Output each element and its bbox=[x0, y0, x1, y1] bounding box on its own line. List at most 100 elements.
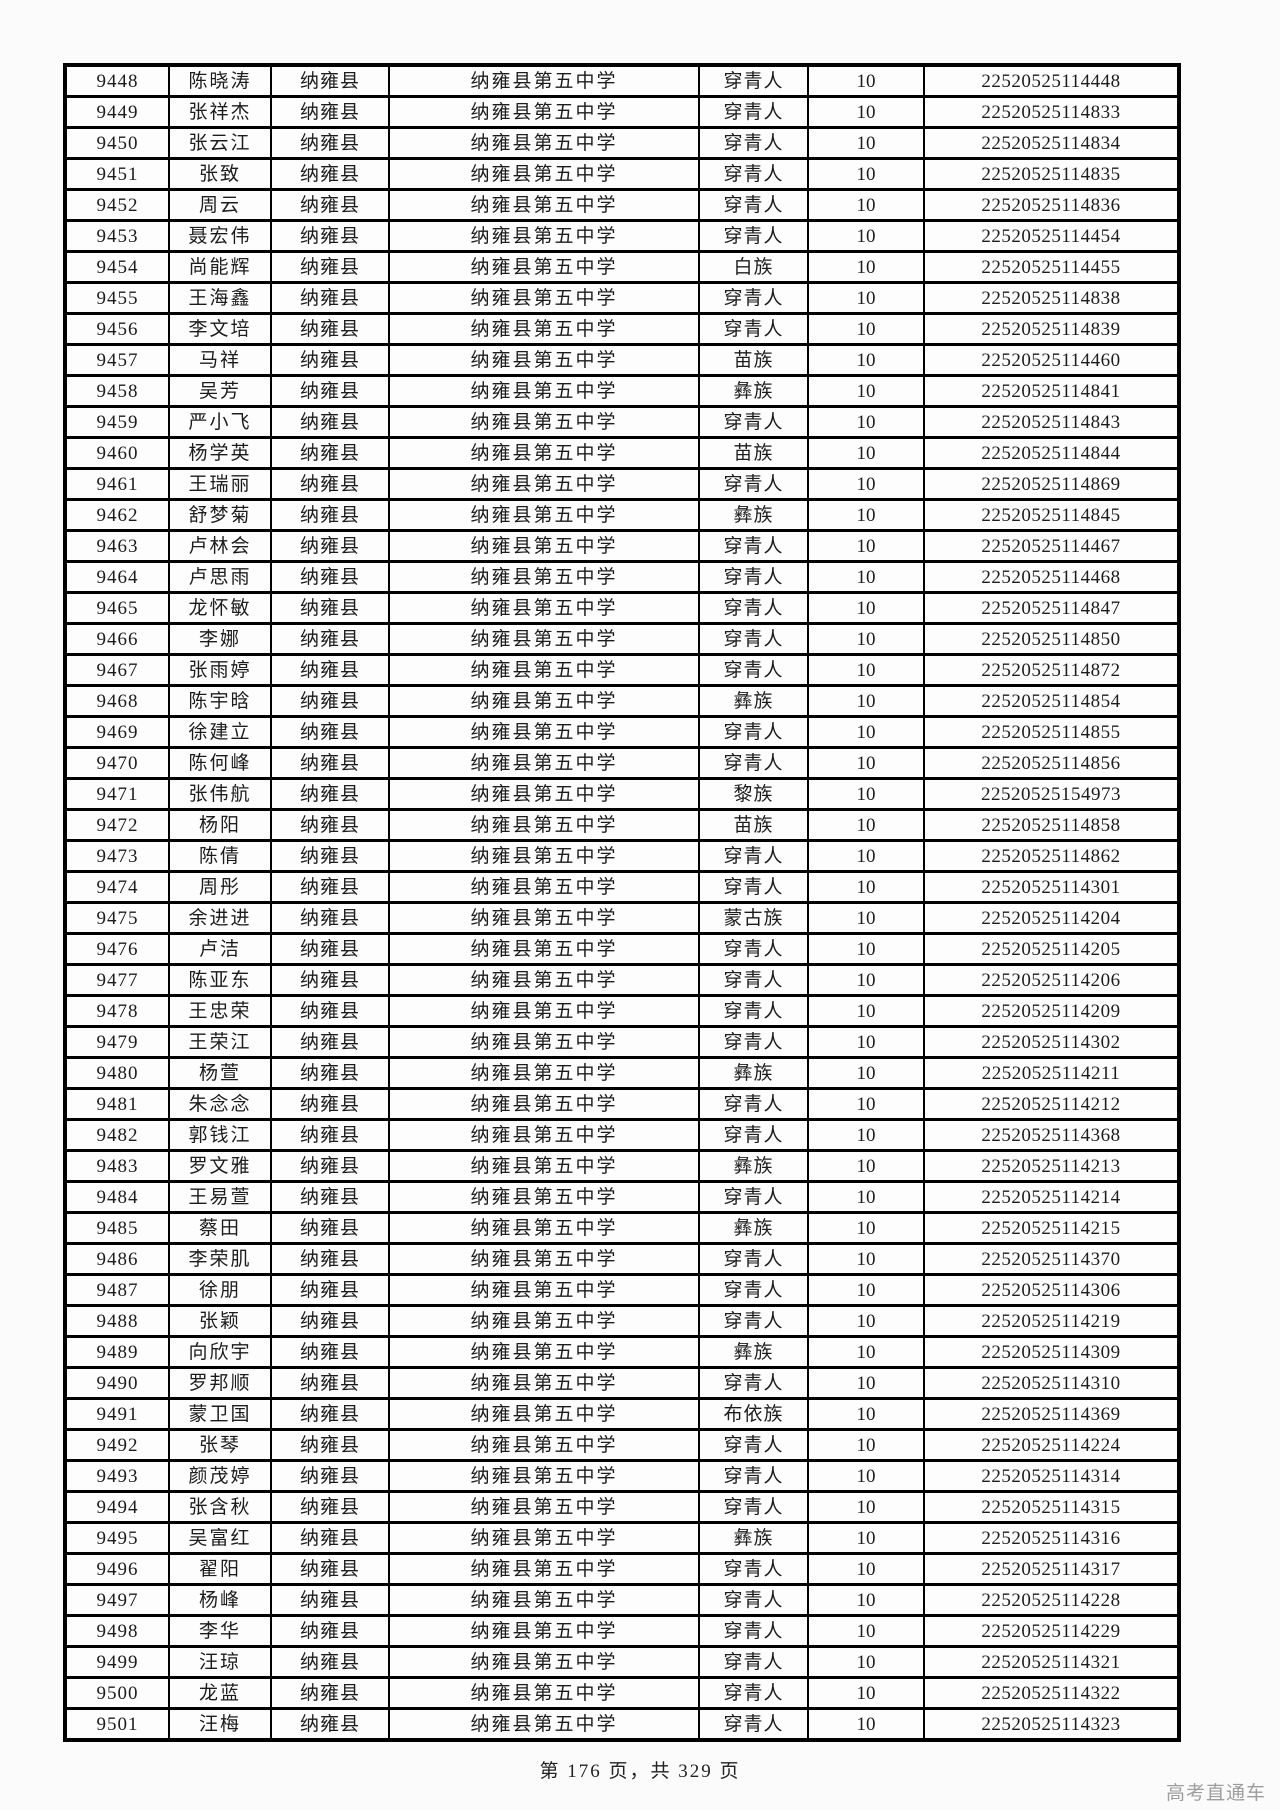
table-row: 9484 王易萱 纳雍县 纳雍县第五中学 穿青人 10 22520525114214 bbox=[64, 1180, 1180, 1214]
table-row: 9486 李荣肌 纳雍县 纳雍县第五中学 穿青人 10 22520525114370 bbox=[64, 1242, 1180, 1276]
cell-school: 纳雍县第五中学 bbox=[388, 374, 700, 408]
cell-school: 纳雍县第五中学 bbox=[388, 126, 700, 160]
cell-exam_code: 22520525114369 bbox=[923, 1397, 1180, 1431]
cell-name: 翟阳 bbox=[168, 1552, 272, 1586]
cell-county: 纳雍县 bbox=[270, 777, 390, 811]
cell-name: 陈何峰 bbox=[168, 746, 272, 780]
cell-county: 纳雍县 bbox=[270, 1583, 390, 1617]
cell-county: 纳雍县 bbox=[270, 1335, 390, 1369]
cell-ethnicity: 穿青人 bbox=[698, 467, 809, 501]
cell-batch: 10 bbox=[807, 1490, 925, 1524]
cell-school: 纳雍县第五中学 bbox=[388, 1025, 700, 1059]
cell-serial: 9484 bbox=[64, 1180, 170, 1214]
table-row: 9477 陈亚东 纳雍县 纳雍县第五中学 穿青人 10 22520525114206 bbox=[64, 963, 1180, 997]
cell-school: 纳雍县第五中学 bbox=[388, 219, 700, 253]
cell-school: 纳雍县第五中学 bbox=[388, 312, 700, 346]
cell-batch: 10 bbox=[807, 715, 925, 749]
cell-exam_code: 22520525114467 bbox=[923, 529, 1180, 563]
cell-batch: 10 bbox=[807, 157, 925, 191]
table-row: 9463 卢林会 纳雍县 纳雍县第五中学 穿青人 10 22520525114467 bbox=[64, 529, 1180, 563]
table-row: 9462 舒梦菊 纳雍县 纳雍县第五中学 彝族 10 22520525114845 bbox=[64, 498, 1180, 532]
cell-ethnicity: 穿青人 bbox=[698, 1242, 809, 1276]
cell-ethnicity: 穿青人 bbox=[698, 1180, 809, 1214]
cell-school: 纳雍县第五中学 bbox=[388, 1304, 700, 1338]
table-row: 9471 张伟航 纳雍县 纳雍县第五中学 黎族 10 22520525154973 bbox=[64, 777, 1180, 811]
table-row: 9454 尚能辉 纳雍县 纳雍县第五中学 白族 10 22520525114455 bbox=[64, 250, 1180, 284]
cell-name: 颜茂婷 bbox=[168, 1459, 272, 1493]
cell-serial: 9475 bbox=[64, 901, 170, 935]
cell-batch: 10 bbox=[807, 746, 925, 780]
cell-batch: 10 bbox=[807, 188, 925, 222]
table-row: 9467 张雨婷 纳雍县 纳雍县第五中学 穿青人 10 22520525114872 bbox=[64, 653, 1180, 687]
cell-ethnicity: 彝族 bbox=[698, 1056, 809, 1090]
cell-ethnicity: 穿青人 bbox=[698, 126, 809, 160]
cell-serial: 9498 bbox=[64, 1614, 170, 1648]
cell-school: 纳雍县第五中学 bbox=[388, 1521, 700, 1555]
table-row: 9451 张致 纳雍县 纳雍县第五中学 穿青人 10 22520525114835 bbox=[64, 157, 1180, 191]
table-row: 9464 卢思雨 纳雍县 纳雍县第五中学 穿青人 10 22520525114468 bbox=[64, 560, 1180, 594]
cell-ethnicity: 彝族 bbox=[698, 1521, 809, 1555]
cell-exam_code: 22520525114834 bbox=[923, 126, 1180, 160]
cell-serial: 9462 bbox=[64, 498, 170, 532]
cell-exam_code: 22520525114213 bbox=[923, 1149, 1180, 1183]
cell-ethnicity: 苗族 bbox=[698, 808, 809, 842]
cell-serial: 9487 bbox=[64, 1273, 170, 1307]
cell-county: 纳雍县 bbox=[270, 1614, 390, 1648]
cell-ethnicity: 彝族 bbox=[698, 1335, 809, 1369]
cell-serial: 9456 bbox=[64, 312, 170, 346]
table-row: 9487 徐朋 纳雍县 纳雍县第五中学 穿青人 10 22520525114306 bbox=[64, 1273, 1180, 1307]
cell-school: 纳雍县第五中学 bbox=[388, 746, 700, 780]
cell-school: 纳雍县第五中学 bbox=[388, 1552, 700, 1586]
cell-name: 聂宏伟 bbox=[168, 219, 272, 253]
cell-name: 陈晓涛 bbox=[168, 63, 272, 98]
cell-school: 纳雍县第五中学 bbox=[388, 1118, 700, 1152]
cell-exam_code: 22520525114836 bbox=[923, 188, 1180, 222]
cell-county: 纳雍县 bbox=[270, 1521, 390, 1555]
cell-county: 纳雍县 bbox=[270, 1366, 390, 1400]
table-row: 9495 吴富红 纳雍县 纳雍县第五中学 彝族 10 22520525114316 bbox=[64, 1521, 1180, 1555]
cell-county: 纳雍县 bbox=[270, 188, 390, 222]
cell-serial: 9481 bbox=[64, 1087, 170, 1121]
cell-county: 纳雍县 bbox=[270, 963, 390, 997]
table-row: 9466 李娜 纳雍县 纳雍县第五中学 穿青人 10 22520525114850 bbox=[64, 622, 1180, 656]
cell-batch: 10 bbox=[807, 1676, 925, 1710]
table-row: 9496 翟阳 纳雍县 纳雍县第五中学 穿青人 10 22520525114317 bbox=[64, 1552, 1180, 1586]
table-row: 9461 王瑞丽 纳雍县 纳雍县第五中学 穿青人 10 22520525114869 bbox=[64, 467, 1180, 501]
table-row: 9465 龙怀敏 纳雍县 纳雍县第五中学 穿青人 10 22520525114847 bbox=[64, 591, 1180, 625]
cell-school: 纳雍县第五中学 bbox=[388, 1428, 700, 1462]
cell-school: 纳雍县第五中学 bbox=[388, 839, 700, 873]
cell-batch: 10 bbox=[807, 436, 925, 470]
cell-county: 纳雍县 bbox=[270, 1397, 390, 1431]
cell-name: 吴芳 bbox=[168, 374, 272, 408]
cell-school: 纳雍县第五中学 bbox=[388, 591, 700, 625]
cell-exam_code: 22520525114206 bbox=[923, 963, 1180, 997]
table-row: 9458 吴芳 纳雍县 纳雍县第五中学 彝族 10 22520525114841 bbox=[64, 374, 1180, 408]
cell-county: 纳雍县 bbox=[270, 1645, 390, 1679]
cell-exam_code: 22520525114224 bbox=[923, 1428, 1180, 1462]
cell-county: 纳雍县 bbox=[270, 157, 390, 191]
cell-school: 纳雍县第五中学 bbox=[388, 622, 700, 656]
cell-name: 吴富红 bbox=[168, 1521, 272, 1555]
cell-school: 纳雍县第五中学 bbox=[388, 1211, 700, 1245]
cell-county: 纳雍县 bbox=[270, 219, 390, 253]
cell-name: 龙怀敏 bbox=[168, 591, 272, 625]
cell-school: 纳雍县第五中学 bbox=[388, 498, 700, 532]
watermark-label: 高考直通车 bbox=[1165, 1783, 1266, 1804]
cell-exam_code: 22520525114306 bbox=[923, 1273, 1180, 1307]
cell-county: 纳雍县 bbox=[270, 1242, 390, 1276]
cell-county: 纳雍县 bbox=[270, 1707, 390, 1742]
cell-name: 陈倩 bbox=[168, 839, 272, 873]
cell-exam_code: 22520525114323 bbox=[923, 1707, 1180, 1742]
cell-batch: 10 bbox=[807, 1521, 925, 1555]
cell-school: 纳雍县第五中学 bbox=[388, 405, 700, 439]
cell-serial: 9492 bbox=[64, 1428, 170, 1462]
table-row: 9470 陈何峰 纳雍县 纳雍县第五中学 穿青人 10 22520525114856 bbox=[64, 746, 1180, 780]
cell-county: 纳雍县 bbox=[270, 746, 390, 780]
cell-batch: 10 bbox=[807, 994, 925, 1028]
cell-county: 纳雍县 bbox=[270, 126, 390, 160]
cell-batch: 10 bbox=[807, 870, 925, 904]
cell-name: 李荣肌 bbox=[168, 1242, 272, 1276]
cell-name: 李华 bbox=[168, 1614, 272, 1648]
table-row: 9473 陈倩 纳雍县 纳雍县第五中学 穿青人 10 22520525114862 bbox=[64, 839, 1180, 873]
